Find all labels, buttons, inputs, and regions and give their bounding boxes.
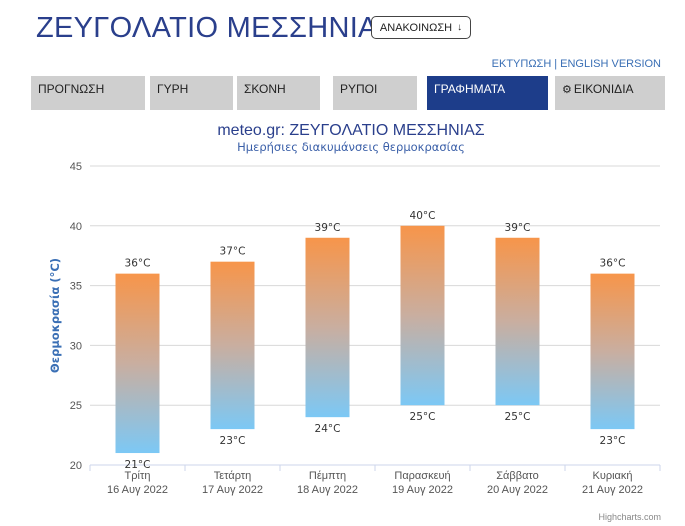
y-axis-title: Θερμοκρασία (°C) bbox=[48, 258, 62, 373]
temperature-bar bbox=[210, 261, 255, 430]
tab-label: ΓΥΡΗ bbox=[157, 82, 189, 96]
temperature-bar bbox=[400, 225, 445, 406]
y-tick-label: 35 bbox=[70, 281, 82, 293]
x-tick-day-label: Σάββατο bbox=[496, 470, 538, 482]
temperature-bar bbox=[115, 273, 160, 454]
high-value-label: 39°C bbox=[505, 222, 531, 234]
tab-label: ΡΥΠΟΙ bbox=[340, 82, 378, 96]
print-link[interactable]: ΕΚΤΥΠΩΣΗ bbox=[491, 58, 552, 70]
y-tick-label: 30 bbox=[70, 340, 82, 352]
arrow-down-icon: ↓ bbox=[457, 22, 463, 33]
y-tick-label: 25 bbox=[70, 400, 82, 412]
y-tick-label: 45 bbox=[70, 161, 82, 173]
high-value-label: 36°C bbox=[125, 258, 151, 270]
high-value-label: 40°C bbox=[410, 210, 436, 222]
high-value-label: 37°C bbox=[220, 246, 246, 258]
y-tick-label: 40 bbox=[70, 221, 82, 233]
x-tick-date-label: 19 Αυγ 2022 bbox=[392, 484, 453, 496]
temperature-range-chart: meteo.gr: ΖΕΥΓΟΛΑΤΙΟ ΜΕΣΣΗΝΙΑΣΗμερήσιες … bbox=[48, 122, 661, 496]
tab-label: ΣΚΟΝΗ bbox=[244, 82, 286, 96]
temperature-bar bbox=[590, 273, 635, 430]
x-tick-date-label: 17 Αυγ 2022 bbox=[202, 484, 263, 496]
tab-charts[interactable]: ΓΡΑΦΗΜΑΤΑ bbox=[427, 76, 548, 110]
chart-subtitle: Ημερήσιες διακυμάνσεις θερμοκρασίας bbox=[237, 140, 465, 154]
x-tick-day-label: Πέμπτη bbox=[309, 470, 346, 482]
low-value-label: 24°C bbox=[315, 423, 341, 435]
low-value-label: 25°C bbox=[505, 411, 531, 423]
tab-label: ΠΡΟΓΝΩΣΗ bbox=[38, 82, 105, 96]
english-version-link[interactable]: ENGLISH VERSION bbox=[560, 58, 661, 70]
top-links: ΕΚΤΥΠΩΣΗ | ENGLISH VERSION bbox=[492, 58, 661, 70]
low-value-label: 21°C bbox=[125, 459, 151, 471]
tab-forecast[interactable]: ΠΡΟΓΝΩΣΗ bbox=[31, 76, 145, 110]
announcement-label: ΑΝΑΚΟΙΝΩΣΗ bbox=[379, 21, 453, 34]
x-tick-day-label: Τρίτη bbox=[125, 470, 151, 482]
chart-title: meteo.gr: ΖΕΥΓΟΛΑΤΙΟ ΜΕΣΣΗΝΙΑΣ bbox=[217, 122, 484, 139]
page-title: ΖΕΥΓΟΛΑΤΙΟ ΜΕΣΣΗΝΙΑΣ bbox=[36, 12, 396, 44]
tab-icons[interactable]: ⚙ ΕΙΚΟΝΙΔΙΑ bbox=[555, 76, 665, 110]
tab-dust[interactable]: ΣΚΟΝΗ bbox=[237, 76, 320, 110]
x-tick-date-label: 21 Αυγ 2022 bbox=[582, 484, 643, 496]
low-value-label: 23°C bbox=[220, 435, 246, 447]
low-value-label: 23°C bbox=[600, 435, 626, 447]
tab-pollutants[interactable]: ΡΥΠΟΙ bbox=[333, 76, 417, 110]
high-value-label: 36°C bbox=[600, 258, 626, 270]
x-tick-date-label: 16 Αυγ 2022 bbox=[107, 484, 168, 496]
tab-pollen[interactable]: ΓΥΡΗ bbox=[150, 76, 233, 110]
x-tick-date-label: 20 Αυγ 2022 bbox=[487, 484, 548, 496]
link-separator: | bbox=[554, 58, 558, 70]
temperature-bar bbox=[305, 237, 350, 418]
temperature-bar bbox=[495, 237, 540, 406]
low-value-label: 25°C bbox=[410, 411, 436, 423]
chart-credits[interactable]: Highcharts.com bbox=[598, 512, 661, 522]
x-tick-day-label: Τετάρτη bbox=[214, 470, 252, 482]
tab-label: ΓΡΑΦΗΜΑΤΑ bbox=[434, 82, 506, 96]
gear-icon: ⚙ bbox=[562, 84, 572, 96]
y-tick-label: 20 bbox=[70, 460, 82, 472]
high-value-label: 39°C bbox=[315, 222, 341, 234]
x-tick-date-label: 18 Αυγ 2022 bbox=[297, 484, 358, 496]
tab-label: ΕΙΚΟΝΙΔΙΑ bbox=[573, 82, 634, 96]
x-tick-day-label: Κυριακή bbox=[592, 470, 632, 482]
announcement-button[interactable]: ΑΝΑΚΟΙΝΩΣΗ ↓ bbox=[371, 16, 471, 39]
x-tick-day-label: Παρασκευή bbox=[394, 470, 450, 482]
